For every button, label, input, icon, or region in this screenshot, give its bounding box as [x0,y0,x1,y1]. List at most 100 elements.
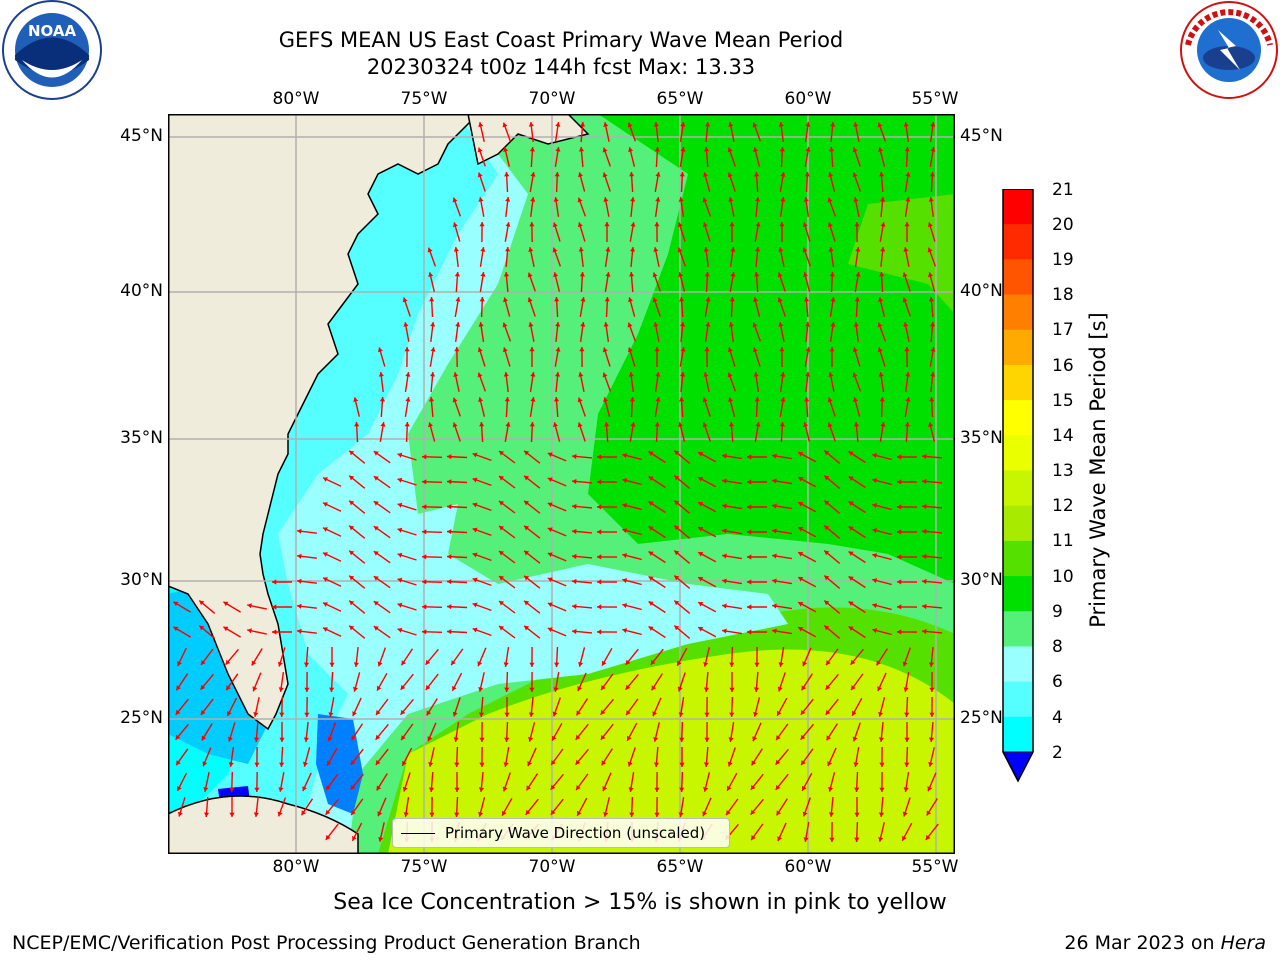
wave-direction-arrowhead [800,734,806,740]
colorbar-swatch [1003,540,1033,577]
noaa-logo-text: NOAA [28,22,77,40]
wave-direction-arrowhead [447,629,452,635]
wave-direction-arrowhead [604,222,610,227]
wave-direction-arrowhead [653,322,659,327]
wave-direction-arrowhead [824,450,830,456]
wave-direction-arrowhead [502,810,507,816]
wave-direction-arrowhead [429,297,435,302]
land-us-east-coast [168,114,480,731]
wave-direction-arrowhead [752,347,758,353]
wave-direction-arrowhead [323,502,328,507]
wave-direction-arrowhead [775,784,781,790]
wave-direction-arrowhead [303,737,309,742]
wave-direction-arrowhead [454,787,460,792]
colorbar-swatches [1002,188,1034,783]
wave-direction-arrowhead [753,687,759,692]
wave-direction-arrowhead [680,147,686,152]
wave-direction-arrowhead [603,122,609,127]
colorbar-swatch [1003,646,1033,683]
wave-direction-arrowhead [349,625,355,631]
wave-direction-arrowhead [778,662,784,667]
wave-direction-arrowhead [553,272,559,278]
wave-direction-arrowhead [828,786,834,792]
lon-tick-top: 70°W [528,89,576,109]
wave-direction-arrowhead [572,628,577,635]
wave-direction-arrowhead [279,762,285,767]
wave-direction-arrowhead [577,686,582,692]
lon-tick-bottom: 65°W [656,857,704,877]
wave-direction-arrowhead [904,737,910,742]
wave-direction-arrowhead [404,422,410,427]
wave-direction-arrowhead [452,197,458,203]
wave-direction-arrowhead [602,660,607,666]
wave-direction-arrowhead [897,604,902,610]
wave-direction-arrowhead [904,762,910,767]
wave-direction-arrowhead [648,526,654,531]
wave-direction-arrowhead [223,601,229,607]
colorbar-tick: 17 [1052,320,1074,340]
wave-direction-arrowhead [229,787,235,792]
wave-direction-arrowhead [297,603,302,609]
wave-direction-arrowhead [747,479,752,485]
wave-direction-arrowhead [929,172,935,177]
wave-direction-arrowhead [879,172,885,177]
wave-direction-arrowhead [722,628,727,634]
colorbar-tick: 10 [1052,567,1074,587]
wave-direction-arrowhead [904,147,910,152]
wave-direction-arrowhead [830,297,836,302]
wave-direction-arrowhead [503,272,510,277]
wave-direction-arrowhead [400,709,406,715]
wave-direction-arrowhead [928,662,934,667]
wave-direction-arrowhead [824,525,830,531]
wave-direction-arrowhead [349,475,355,481]
wave-direction-arrowhead [426,710,432,716]
colorbar-swatch [1003,435,1033,471]
wave-direction-arrowhead [401,660,406,666]
wave-direction-arrowhead [904,347,910,352]
wave-direction-arrowhead [454,347,460,352]
wave-direction-arrowhead [603,397,609,403]
wave-direction-arrowhead [455,322,461,327]
wave-direction-arrowhead [604,297,610,302]
colorbar-tick: 2 [1052,743,1063,763]
wave-direction-arrowhead [653,122,659,127]
wave-direction-arrowhead [227,736,233,742]
colorbar-swatch [1003,716,1033,753]
wave-direction-arrowhead [677,686,683,692]
wave-direction-arrowhead [902,297,908,303]
wave-direction-arrowhead [349,450,355,456]
wave-direction-arrowhead [703,662,709,667]
wave-direction-arrowhead [878,372,884,377]
wave-direction-arrowhead [854,297,860,302]
wave-direction-arrowhead [877,347,883,353]
wave-direction-arrowhead [777,710,782,716]
legend-line-icon [401,832,435,834]
lat-tick-right: 35°N [960,428,1003,448]
wave-direction-arrowhead [447,554,452,560]
wave-direction-arrowhead [622,553,628,559]
wave-direction-arrowhead [877,686,882,692]
wave-direction-arrowhead [553,422,558,428]
wave-direction-arrowhead [854,787,860,792]
wave-direction-arrowhead [447,504,452,510]
wave-direction-arrowhead [750,784,756,790]
wave-direction-arrowhead [397,602,403,608]
wave-direction-arrowhead [929,687,935,692]
wave-direction-arrowhead [680,372,686,377]
wave-direction-arrowhead [852,147,858,153]
wave-direction-arrowhead [453,247,459,252]
wave-direction-arrowhead [872,503,878,509]
wave-direction-arrowhead [503,762,509,767]
lon-tick-top: 80°W [272,89,320,109]
wave-direction-arrowhead [801,685,807,691]
wave-direction-arrowhead [422,554,427,560]
wave-direction-arrowhead [478,397,484,403]
wave-direction-arrowhead [702,422,708,428]
wave-direction-arrowhead [677,222,683,228]
land-cuba [168,795,359,854]
wave-direction-arrowhead [580,322,586,327]
wave-direction-arrowhead [505,422,511,427]
wave-direction-arrowhead [577,422,583,428]
wave-direction-arrowhead [922,628,927,635]
wave-direction-arrowhead [922,603,927,610]
